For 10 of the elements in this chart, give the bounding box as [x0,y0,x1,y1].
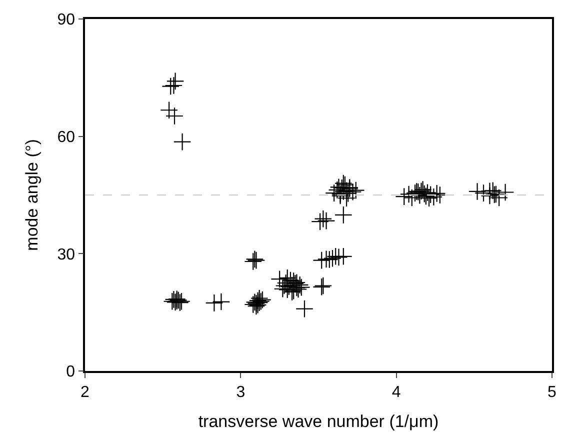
x-tick-label: 3 [236,384,246,401]
x-axis-title: transverse wave number (1/μm) [198,412,439,431]
y-tick-label: 0 [66,364,76,381]
y-axis-title: mode angle (°) [22,139,42,251]
y-tick-label: 60 [57,128,76,146]
x-tick-label: 5 [548,384,557,401]
y-tick-label: 90 [57,12,76,29]
x-tick-label: 2 [80,384,90,401]
y-tick-label: 30 [57,246,76,264]
x-tick-label: 4 [392,384,401,401]
